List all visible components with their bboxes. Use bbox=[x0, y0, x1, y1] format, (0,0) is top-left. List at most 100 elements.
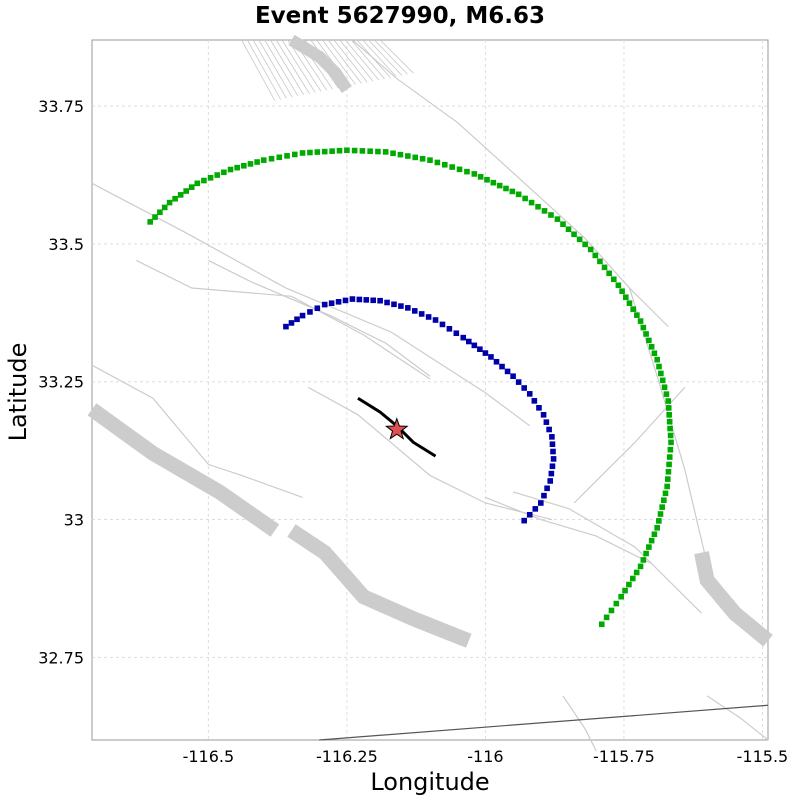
series-1-marker bbox=[194, 180, 201, 187]
series-1-marker bbox=[665, 405, 672, 411]
fault-trace bbox=[91, 182, 531, 427]
series-1-marker bbox=[336, 147, 343, 154]
series-1-marker bbox=[471, 171, 478, 177]
series-1-marker bbox=[177, 192, 184, 198]
series-1-marker bbox=[640, 557, 647, 563]
series-2-marker bbox=[546, 426, 552, 433]
series-1-marker bbox=[292, 151, 298, 158]
series-1-marker bbox=[166, 199, 173, 206]
series-1-marker bbox=[221, 169, 227, 176]
series-2-marker bbox=[550, 448, 556, 455]
series-2-marker bbox=[471, 342, 478, 349]
series-1-marker bbox=[441, 161, 448, 168]
series-1-marker bbox=[157, 209, 163, 216]
series-2-marker bbox=[541, 492, 547, 499]
series-2-marker bbox=[328, 300, 335, 306]
series-1-marker bbox=[664, 483, 670, 490]
series-1-marker bbox=[633, 569, 640, 576]
series-1-marker bbox=[397, 151, 404, 158]
series-1-marker bbox=[560, 221, 566, 227]
fault-lines bbox=[87, 34, 773, 752]
series-1-marker bbox=[667, 432, 674, 439]
y-tick-label: 33 bbox=[64, 511, 84, 530]
series-2-marker bbox=[356, 296, 363, 303]
series-1-marker bbox=[321, 148, 328, 155]
x-axis-label: Longitude bbox=[370, 768, 489, 796]
series-1-marker bbox=[503, 185, 509, 192]
series-1-marker bbox=[571, 231, 577, 238]
series-2-marker bbox=[549, 434, 555, 440]
series-1-marker bbox=[284, 153, 290, 159]
series-1-marker bbox=[651, 350, 658, 357]
series-2-marker bbox=[521, 385, 527, 391]
series-1-marker bbox=[477, 174, 484, 180]
x-tick-label: -116 bbox=[467, 747, 503, 766]
series-2-marker bbox=[526, 391, 533, 397]
series-2-marker bbox=[411, 308, 418, 314]
series-1-marker bbox=[662, 490, 669, 497]
series-1-marker bbox=[661, 497, 667, 504]
series-1-marker bbox=[375, 148, 381, 155]
series-1-marker bbox=[656, 518, 662, 524]
series-1-marker bbox=[626, 581, 632, 588]
series-1-marker bbox=[456, 166, 463, 173]
series-2-marker bbox=[532, 506, 539, 512]
chart-title: Event 5627990, M6.63 bbox=[255, 3, 545, 29]
fault-zone bbox=[287, 524, 472, 648]
series-2-marker bbox=[439, 321, 446, 328]
series-1-marker bbox=[630, 575, 636, 582]
series-1-marker bbox=[207, 174, 214, 181]
series-2-marker bbox=[377, 297, 383, 304]
series-2-marker bbox=[363, 297, 370, 303]
series-2-marker bbox=[548, 470, 555, 477]
series-1-marker bbox=[314, 149, 321, 155]
series-2-marker bbox=[294, 316, 300, 323]
series-1-marker bbox=[152, 214, 158, 220]
series-1-marker bbox=[405, 153, 411, 159]
series-1-marker bbox=[412, 154, 419, 161]
series-1-marker bbox=[606, 270, 612, 277]
series-1-marker bbox=[496, 182, 503, 189]
boundary-line bbox=[319, 704, 769, 741]
y-axis-label: Latitude bbox=[4, 343, 32, 442]
series-1-marker bbox=[640, 324, 647, 331]
series-1-marker bbox=[666, 412, 672, 418]
series-1-marker bbox=[663, 391, 670, 397]
series-2-marker bbox=[488, 354, 494, 360]
series-1-marker bbox=[427, 157, 433, 163]
y-tick-label: 33.5 bbox=[48, 235, 84, 254]
series-2-marker bbox=[384, 299, 390, 306]
fault-hatch-line bbox=[241, 39, 276, 101]
series-1-marker bbox=[515, 191, 522, 198]
series-2-marker bbox=[531, 398, 538, 404]
series-1-marker bbox=[637, 563, 644, 570]
series-1-marker bbox=[260, 157, 267, 163]
series-2-marker bbox=[526, 511, 533, 518]
fault-trace bbox=[706, 695, 769, 741]
series-1-marker bbox=[666, 461, 672, 468]
series-1-marker bbox=[528, 199, 535, 206]
series-2-marker bbox=[321, 301, 328, 308]
fault-trace bbox=[208, 259, 431, 377]
series-2-marker bbox=[544, 485, 550, 492]
series-2-marker bbox=[504, 368, 511, 375]
series-2-marker bbox=[398, 303, 404, 309]
series-1-marker bbox=[619, 288, 625, 295]
series-1-marker bbox=[434, 159, 441, 166]
series-2-marker bbox=[425, 314, 432, 320]
series-1-marker bbox=[615, 282, 622, 289]
fault-hatch-line bbox=[264, 39, 299, 97]
series-2-marker bbox=[550, 456, 557, 462]
x-tick-label: -115.75 bbox=[593, 747, 655, 766]
series-1-marker bbox=[626, 300, 633, 306]
fault-hatch-line bbox=[270, 39, 305, 96]
fault-zone bbox=[288, 34, 352, 93]
fault-hatch-line bbox=[339, 39, 374, 82]
series-1-marker bbox=[667, 425, 673, 432]
series-1-marker bbox=[307, 149, 313, 156]
grid-lines bbox=[92, 40, 768, 740]
series-1-marker bbox=[234, 164, 240, 171]
fault-zone bbox=[694, 551, 773, 647]
fault-trace bbox=[91, 364, 303, 499]
series-1-marker bbox=[522, 195, 528, 202]
